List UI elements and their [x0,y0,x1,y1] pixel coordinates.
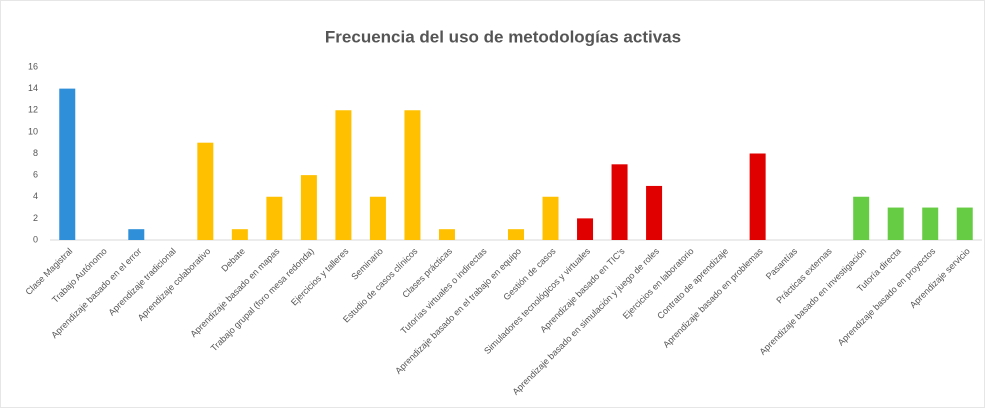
bar [59,88,76,240]
y-tick-label: 12 [28,105,38,115]
y-tick-label: 14 [28,83,38,93]
x-tick-label: Pasantías [764,246,800,282]
bar [300,175,317,240]
bar [404,110,421,240]
y-tick-label: 16 [28,61,38,71]
bar [611,164,628,240]
bar [231,229,248,240]
bar [266,196,283,240]
x-tick-label: Seminario [349,246,385,282]
bar [577,218,594,240]
bar [369,196,386,240]
bar [749,153,766,240]
y-tick-label: 4 [33,191,38,201]
bar [956,207,973,240]
bar [542,196,559,240]
y-tick-label: 2 [33,213,38,223]
bar [646,185,663,240]
bar [335,110,352,240]
x-tick-label: Debate [219,246,247,274]
x-tick-label: Aprendizaje servicio [908,246,972,310]
y-tick-label: 0 [33,234,38,244]
x-tick-label: Aprendizaje tradicional [106,246,177,317]
y-tick-label: 6 [33,170,38,180]
bar [197,142,214,240]
x-tick-label: Aprendizaje basado en el trabajo en equi… [393,246,523,376]
y-tick-label: 8 [33,148,38,158]
bar [887,207,904,240]
y-tick-label: 10 [28,126,38,136]
bar [438,229,455,240]
bar [922,207,939,240]
x-tick-label: Aprendizaje colaborativo [136,246,213,323]
bar [853,196,870,240]
x-tick-label: Ejercicios y talleres [289,246,351,308]
bar [128,229,145,240]
chart-title: Frecuencia del uso de metodologías activ… [325,27,681,46]
bar [508,229,524,240]
